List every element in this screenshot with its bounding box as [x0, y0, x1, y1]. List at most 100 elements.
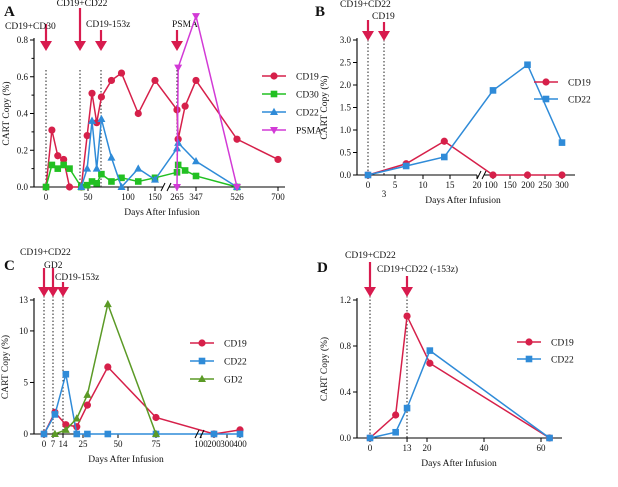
series-cd22	[364, 61, 566, 179]
data-point	[51, 411, 59, 418]
data-point	[236, 430, 244, 438]
legend-label: CD22	[296, 109, 319, 119]
x-tick-label: 5	[393, 180, 398, 190]
data-point	[60, 155, 68, 164]
data-point	[440, 137, 448, 145]
series-cd19	[42, 69, 282, 191]
y-tick-label: 1.2	[340, 295, 351, 305]
y-tick-label: 0.5	[340, 148, 352, 158]
data-point	[134, 164, 143, 172]
event-arrow-head	[401, 287, 413, 297]
data-point	[118, 174, 125, 182]
y-tick-label: 0.6	[17, 72, 29, 82]
event-label: CD19+CD22	[20, 248, 71, 258]
series-psma	[173, 13, 241, 192]
data-point	[174, 161, 182, 169]
legend-label: CD22	[568, 96, 591, 106]
legend-label: CD30	[296, 91, 319, 101]
event-arrow-head	[362, 31, 374, 41]
event-arrow-head	[40, 41, 52, 51]
data-point	[489, 171, 497, 179]
x-tick-label: 100	[484, 180, 498, 190]
panel-b: B 0.0 0.5 1.0 1.5 2.0 2.5 3.0 0 5 10 15 20 100 150 200 2…	[315, 0, 591, 206]
axis-break	[481, 170, 487, 180]
data-point	[489, 87, 497, 94]
x-tick-label: 25	[79, 439, 89, 449]
data-point	[192, 13, 200, 21]
legend-label: CD19	[551, 339, 574, 349]
event-label: CD19+CD22	[340, 0, 391, 10]
data-point	[558, 171, 566, 179]
panel-label: B	[315, 4, 325, 20]
legend-label: CD19	[296, 73, 319, 83]
data-point	[93, 180, 101, 187]
legend-marker	[198, 357, 206, 365]
series-line	[369, 313, 550, 439]
x-tick-label: 150	[148, 192, 162, 202]
data-point	[426, 359, 434, 367]
x-tick-label: 10	[419, 180, 429, 190]
series-line	[43, 374, 240, 435]
data-point	[403, 312, 411, 320]
data-point	[48, 161, 56, 169]
data-point	[83, 401, 91, 409]
x-tick-label: 40	[480, 443, 490, 453]
legend-marker	[198, 339, 206, 347]
data-point	[274, 155, 282, 164]
series-line	[43, 365, 241, 435]
data-point	[441, 153, 448, 161]
data-point	[92, 164, 101, 172]
event-arrow-head	[38, 287, 50, 297]
x-tick-label: 0	[366, 180, 371, 190]
data-point	[50, 429, 59, 437]
series-line	[367, 63, 563, 176]
data-point	[134, 178, 142, 185]
axis-break	[160, 182, 166, 192]
y-tick-label: 2.0	[340, 80, 352, 90]
data-point	[181, 167, 189, 174]
y-tick-label: 0.8	[17, 35, 29, 45]
x-tick-label: 200	[207, 439, 221, 449]
data-point	[103, 299, 112, 308]
data-point	[84, 430, 91, 438]
y-tick-label: 0.4	[17, 109, 29, 119]
data-point	[88, 178, 96, 185]
x-tick-label: 200	[521, 180, 535, 190]
y-axis-label: CART Copy (%)	[0, 335, 11, 399]
data-point	[83, 131, 91, 140]
x-tick-label: 300	[220, 439, 234, 449]
data-point	[192, 156, 200, 165]
data-point	[83, 181, 91, 189]
data-point	[426, 347, 434, 354]
event-arrow-head	[57, 287, 69, 297]
data-point	[108, 178, 115, 185]
data-point	[233, 184, 241, 192]
data-point	[152, 429, 160, 437]
event-arrow-head	[47, 287, 59, 297]
data-point	[83, 390, 92, 398]
legend-marker	[270, 127, 278, 135]
data-point	[523, 171, 532, 179]
data-point	[72, 414, 81, 422]
data-point	[98, 170, 105, 178]
event-arrow-head	[74, 41, 86, 51]
panel-d: D 0.0 0.4 0.8 1.2 0 13 20 40 60 Days After Infusio…	[317, 251, 574, 469]
y-tick-label: 2.5	[340, 58, 352, 68]
y-tick-label: 0.4	[340, 387, 352, 397]
x-tick-label: 50	[84, 192, 94, 202]
x-tick-label: 60	[537, 443, 547, 453]
x-tick-label: 15	[446, 180, 456, 190]
x-tick-label: 75	[152, 439, 162, 449]
x-tick-label: 150	[503, 180, 517, 190]
event-label: PSMA	[172, 20, 198, 30]
data-point	[88, 89, 96, 97]
x-tick-label: 700	[271, 192, 285, 202]
data-point	[65, 183, 74, 191]
panel-label: C	[4, 258, 15, 274]
data-point	[174, 64, 183, 72]
x-tick-label: 7	[51, 439, 56, 449]
data-point	[66, 165, 73, 172]
legend-marker	[198, 374, 206, 382]
data-point	[173, 184, 181, 192]
legend-label: CD22	[224, 358, 247, 368]
